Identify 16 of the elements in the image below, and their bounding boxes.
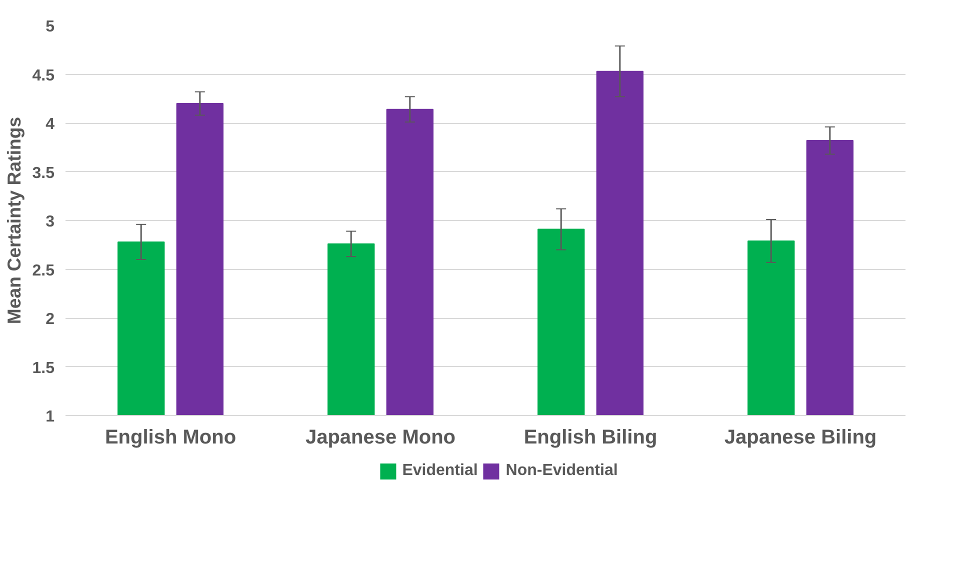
- y-tick-label: 4.5: [32, 67, 55, 84]
- y-axis-title: Mean Certainty Ratings: [3, 116, 24, 324]
- y-tick-label: 1.5: [32, 360, 55, 377]
- y-tick-label: 5: [46, 18, 55, 36]
- y-tick-label: 4: [46, 116, 55, 133]
- legend-label: Evidential: [402, 462, 478, 480]
- y-tick-label: 3: [46, 214, 55, 230]
- x-tick-label: Japanese Biling: [724, 426, 877, 448]
- y-tick-label: 2.5: [32, 262, 55, 280]
- legend-label: Non-Evidential: [506, 462, 618, 480]
- y-tick-label: 2: [46, 311, 55, 328]
- y-tick-label: 1: [46, 408, 55, 426]
- x-tick-label: Japanese Mono: [305, 426, 456, 448]
- x-tick-label: English Biling: [524, 426, 658, 448]
- x-tick-label: English Mono: [104, 426, 236, 448]
- y-tick-label: 3.5: [32, 164, 55, 182]
